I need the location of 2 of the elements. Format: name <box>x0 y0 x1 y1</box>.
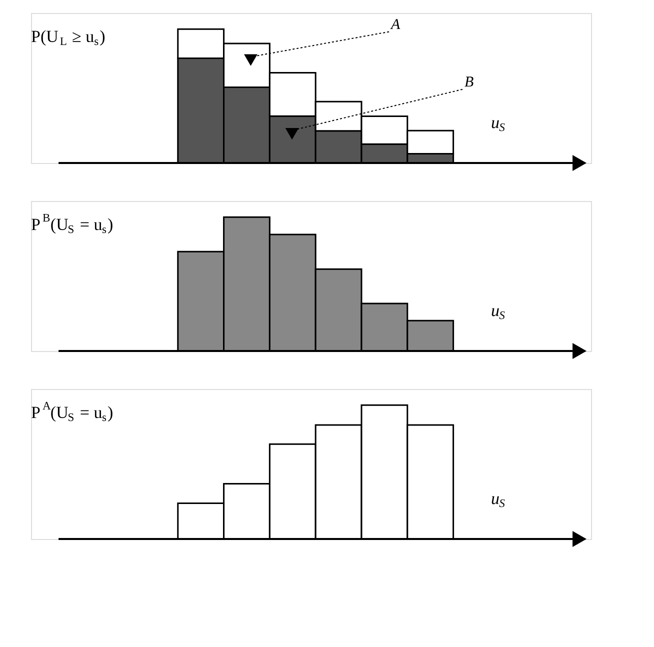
text: B <box>464 74 474 90</box>
annotation: A <box>390 16 402 33</box>
